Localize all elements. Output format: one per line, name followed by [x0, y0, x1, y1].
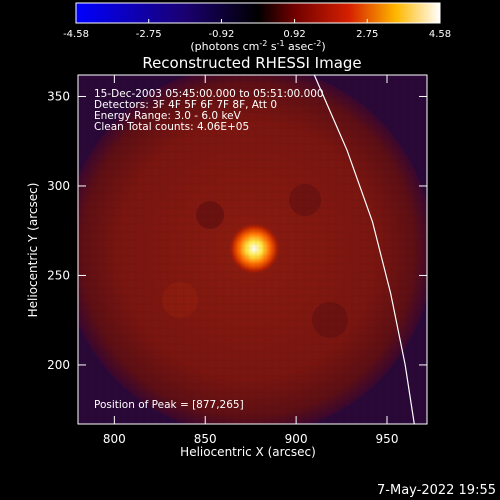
- x-tick-label: 800: [103, 432, 126, 446]
- plot-timestamp: 7-May-2022 19:55: [377, 483, 496, 498]
- colorbar-tick-label: 0.92: [283, 29, 305, 40]
- observation-annotations: 15-Dec-2003 05:45:00.000 to 05:51:00.000…: [94, 88, 324, 133]
- solar-limb-line: [313, 75, 415, 424]
- x-axis-ticks: 800 850 900 950: [103, 75, 399, 446]
- colorbar-tick-label: 2.75: [356, 29, 378, 40]
- y-tick-label: 200: [47, 358, 70, 372]
- colorbar-tick-label: 4.58: [429, 29, 451, 40]
- colorbar: [75, 2, 441, 24]
- colorbar-ticks: -4.58 -2.75 -0.92 0.92 2.75 4.58: [63, 19, 451, 40]
- x-tick-label: 900: [285, 432, 308, 446]
- annotation-line: Clean Total counts: 4.06E+05: [94, 121, 249, 133]
- colorbar-tick-label: -2.75: [136, 29, 162, 40]
- x-axis-label: Heliocentric X (arcsec): [180, 445, 316, 459]
- chart-title: Reconstructed RHESSI Image: [142, 54, 361, 72]
- annotation-line: 15-Dec-2003 05:45:00.000 to 05:51:00.000: [94, 88, 324, 100]
- x-tick-label: 850: [194, 432, 217, 446]
- y-tick-label: 250: [47, 268, 70, 282]
- annotation-line: Energy Range: 3.0 - 6.0 keV: [94, 110, 242, 122]
- image-area: [78, 75, 427, 424]
- x-tick-label: 950: [376, 432, 399, 446]
- colorbar-unit: (photons cm-2 s-1 asec-2): [190, 39, 325, 53]
- y-tick-label: 300: [47, 179, 70, 193]
- plot-frame: [77, 74, 428, 425]
- annotation-line: Detectors: 3F 4F 5F 6F 7F 8F, Att 0: [94, 99, 277, 111]
- y-axis-label: Heliocentric Y (arcsec): [26, 183, 40, 318]
- colorbar-tick-label: -4.58: [63, 29, 89, 40]
- y-tick-label: 350: [47, 89, 70, 103]
- colorbar-tick-label: -0.92: [209, 29, 235, 40]
- y-axis-ticks: 200 250 300 350: [47, 89, 427, 372]
- peak-position-label: Position of Peak = [877,265]: [94, 399, 244, 411]
